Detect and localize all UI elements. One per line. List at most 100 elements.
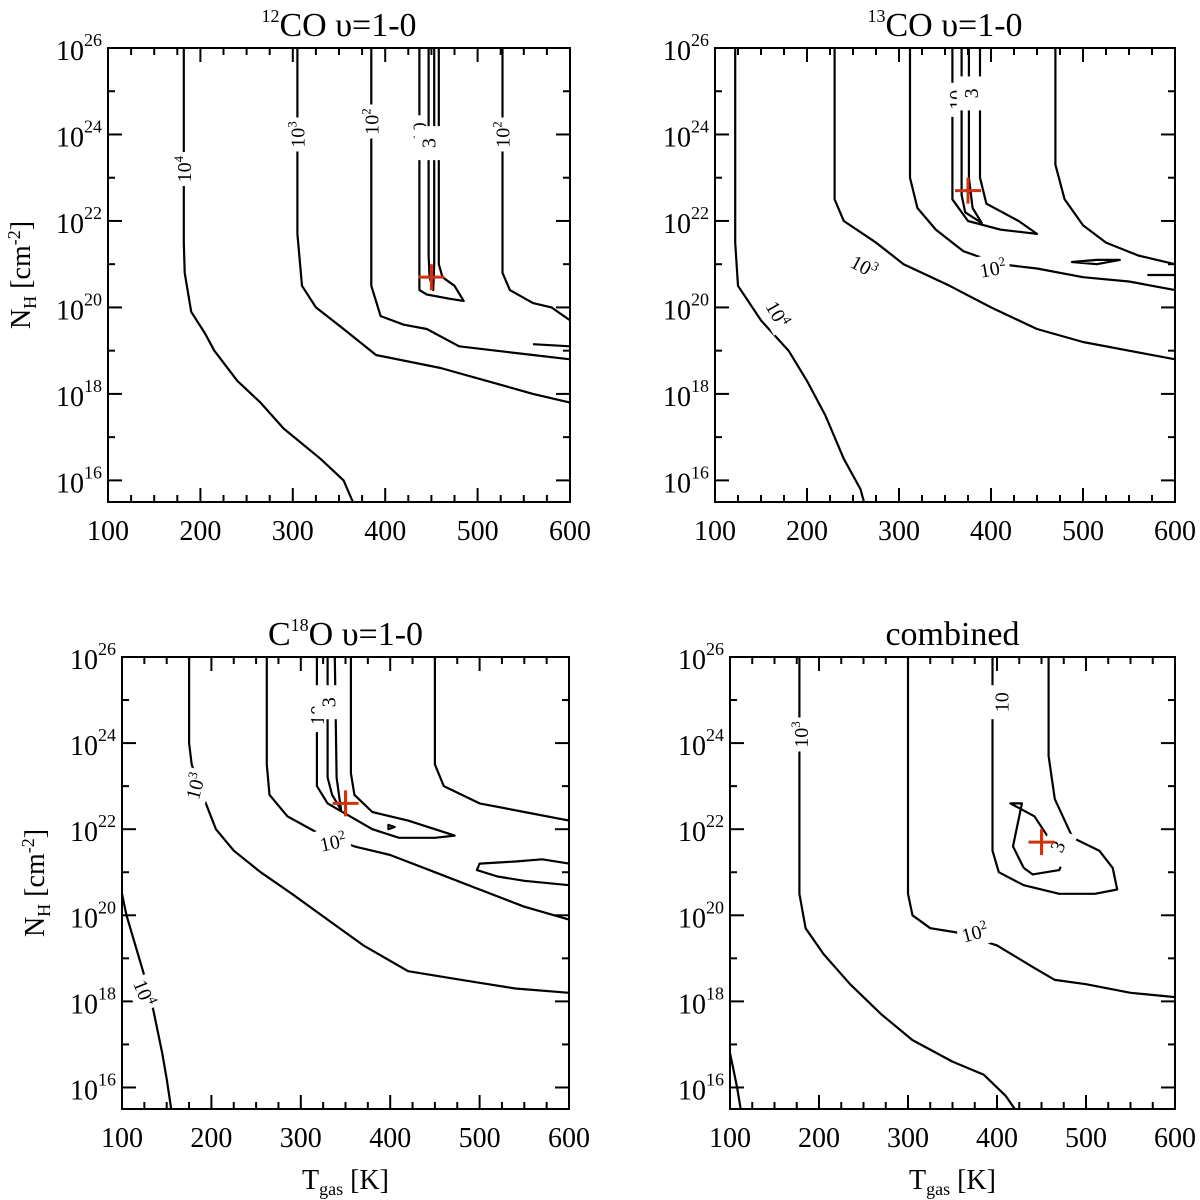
- contour-line: [265, 657, 570, 921]
- x-tick-label: 500: [457, 516, 499, 547]
- y-tick-label: 1016: [678, 1069, 724, 1106]
- panel-title: C18O υ=1-0: [268, 615, 423, 653]
- contour-line: [433, 657, 570, 822]
- contour-line: [734, 48, 866, 503]
- y-tick-label: 1018: [70, 983, 116, 1020]
- contour-label-group: 3: [314, 685, 343, 720]
- contour-label-group: 3: [414, 126, 443, 161]
- contour-label-group: 103: [177, 766, 214, 807]
- contour-label-group: 104: [756, 292, 799, 336]
- panel-3: C18O υ=1-0 100 200 300 400 500 600 1016 1018 1020…: [18, 615, 590, 1199]
- contour-line: [1009, 802, 1068, 876]
- contour-label-bg: [973, 251, 1013, 286]
- contour-label-bg: [169, 152, 198, 187]
- x-tick-label: 100: [101, 1123, 143, 1154]
- panel-1: 12CO υ=1-0 100 200 300 400 500 600 1016 1018 1020…: [4, 6, 591, 547]
- contour-label-group: 102: [313, 824, 353, 860]
- contour-label-group: 102: [488, 117, 517, 152]
- y-tick-label: 1020: [663, 289, 709, 326]
- contour-line: [951, 48, 1039, 235]
- y-tick-label: 1018: [663, 376, 709, 413]
- contour-label-bg: [954, 914, 995, 951]
- y-tick-label: 1024: [663, 116, 709, 153]
- y-tick-label: 1016: [70, 1069, 116, 1106]
- x-tick-label: 400: [369, 1123, 411, 1154]
- contour-label-bg: [756, 292, 799, 336]
- y-tick-label: 1026: [663, 30, 709, 67]
- contour-line: [1070, 258, 1121, 266]
- contour-label: 10: [991, 692, 1013, 712]
- contour-label: 103: [284, 121, 309, 148]
- contour-label-group: 103: [283, 117, 312, 152]
- y-tick-label: 1020: [678, 897, 724, 934]
- contour-line: [427, 48, 436, 292]
- x-tick-label: 300: [878, 516, 920, 547]
- x-tick-label: 500: [1065, 1123, 1107, 1154]
- y-tick-label: 1022: [663, 203, 709, 240]
- contour-label: 3: [961, 88, 983, 98]
- contour-label: 102: [959, 917, 991, 948]
- contour-label: 102: [358, 108, 383, 135]
- contour-line: [475, 858, 570, 887]
- contour-label-bg: [414, 126, 443, 161]
- x-tick-label: 400: [364, 516, 406, 547]
- contour-line: [501, 48, 571, 322]
- x-tick-label: 100: [709, 1123, 751, 1154]
- contour-label-bg: [283, 117, 312, 152]
- x-tick-label: 400: [976, 1123, 1018, 1154]
- contour-label-group: 10: [987, 685, 1016, 720]
- contour-line: [188, 657, 570, 994]
- x-tick-label: 300: [280, 1123, 322, 1154]
- best-fit-marker: [332, 790, 359, 817]
- contour-label-bg: [956, 76, 985, 111]
- contour-label: 104: [171, 155, 196, 182]
- x-axis-label: Tgas [K]: [909, 1165, 996, 1199]
- contour-label: 3: [419, 138, 441, 148]
- contour-line: [728, 1052, 742, 1110]
- x-tick-label: 200: [190, 1123, 232, 1154]
- contour-label-bg: [177, 766, 214, 807]
- contour-label-group: 102: [357, 104, 386, 139]
- contour-label: 102: [978, 253, 1008, 282]
- contour-label-bg: [987, 685, 1016, 720]
- contour-label: 103: [179, 770, 210, 802]
- x-tick-label: 100: [87, 516, 129, 547]
- contour-line: [991, 657, 1119, 895]
- contour-label-group: 103: [787, 717, 816, 752]
- y-tick-label: 1020: [70, 897, 116, 934]
- y-tick-label: 1022: [70, 811, 116, 848]
- y-tick-label: 1024: [678, 725, 724, 762]
- contour-line: [315, 657, 456, 839]
- contour-label-bg: [488, 117, 517, 152]
- x-tick-label: 500: [1062, 516, 1104, 547]
- best-fit-marker: [418, 264, 445, 291]
- y-tick-label: 1020: [56, 289, 102, 326]
- panel-4: combined 100 200 300 400 500 600 1016 1018 1020 10…: [678, 616, 1196, 1199]
- plot-frame: [107, 47, 571, 503]
- contour-label-group: 3: [956, 76, 985, 111]
- panel-2: 13CO υ=1-0 100 200 300 400 500 600 1016 1018 1020…: [663, 6, 1196, 547]
- contour-label-group: 104: [125, 971, 164, 1014]
- y-tick-label: 1026: [56, 30, 102, 67]
- x-tick-label: 600: [1154, 516, 1196, 547]
- contour-label-group: 103: [842, 246, 886, 287]
- contour-line: [906, 657, 1176, 999]
- best-fit-marker: [1028, 829, 1055, 856]
- y-tick-label: 1018: [56, 376, 102, 413]
- contour-line: [418, 48, 465, 302]
- x-tick-label: 600: [549, 516, 591, 547]
- x-tick-label: 200: [179, 516, 221, 547]
- contour-label: 102: [317, 827, 348, 857]
- contour-line: [833, 48, 1176, 361]
- x-tick-label: 200: [798, 1123, 840, 1154]
- y-tick-label: 1024: [70, 725, 116, 762]
- contour-label-bg: [125, 971, 164, 1014]
- contour-label-group: 104: [169, 152, 198, 187]
- contour-line: [532, 343, 571, 348]
- contour-line: [1054, 48, 1176, 266]
- y-tick-label: 1022: [56, 203, 102, 240]
- contour-line: [296, 48, 571, 404]
- contour-label-bg: [787, 717, 816, 752]
- x-tick-label: 600: [1154, 1123, 1196, 1154]
